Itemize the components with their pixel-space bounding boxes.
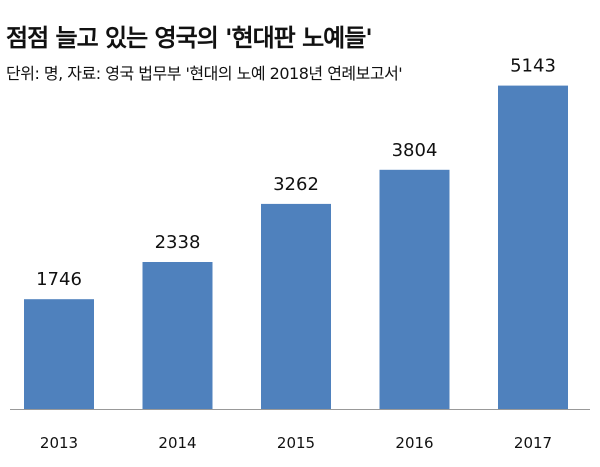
value-label-2016: 3804 [392,140,438,161]
chart-subtitle: 단위: 명, 자료: 영국 법무부 '현대의 노예 2018년 연례보고서' [6,64,403,83]
chart-title: 점점 늘고 있는 영국의 '현대판 노예들' [6,24,373,52]
x-tick-label-2015: 2015 [277,434,315,452]
bar-2017 [498,85,568,409]
x-tick-label-2013: 2013 [40,434,78,452]
value-labels: 1746 2338 3262 3804 5143 [36,56,556,291]
bar-2016 [379,169,450,409]
x-tick-label-2017: 2017 [514,434,552,452]
value-label-2014: 2338 [155,232,201,253]
x-tick-label-2016: 2016 [395,434,433,452]
x-tick-labels: 2013 2014 2015 2016 2017 [40,434,552,452]
bar-2015 [261,203,331,409]
bar-2013 [24,299,94,409]
x-tick-label-2014: 2014 [158,434,196,452]
bar-2014 [142,262,213,409]
value-label-2013: 1746 [36,269,82,290]
value-label-2017: 5143 [510,56,556,77]
value-label-2015: 3262 [273,174,319,195]
bars-group [24,85,568,409]
